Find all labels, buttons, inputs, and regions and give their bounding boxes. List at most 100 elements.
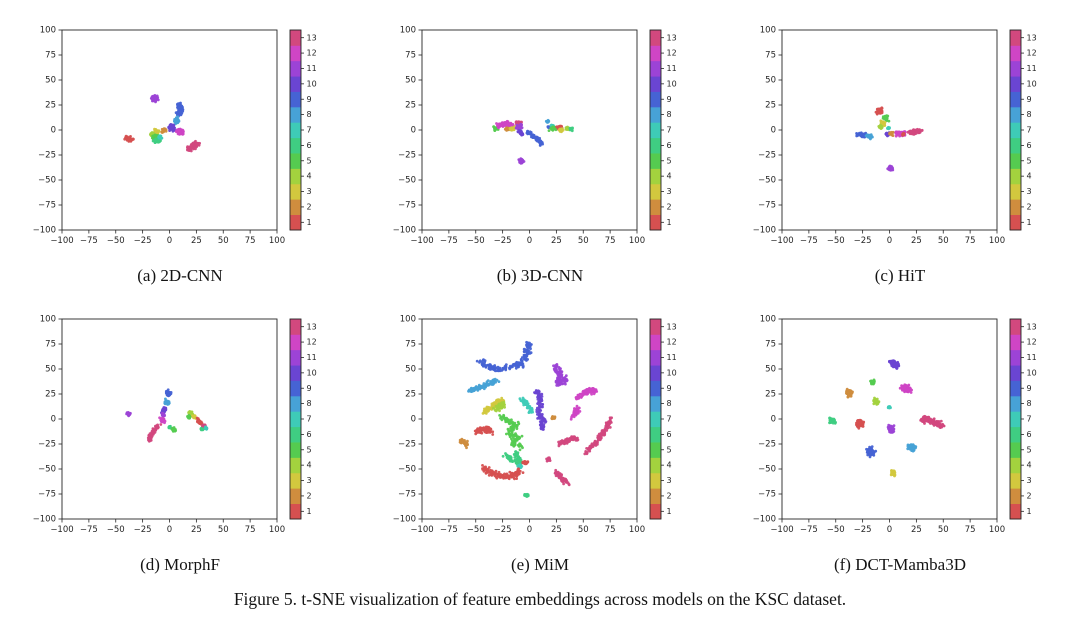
colorbar-tick-label: 1 — [1027, 507, 1032, 516]
colorbar-tick-label: 8 — [1027, 399, 1032, 408]
y-tick-label: 0 — [411, 415, 416, 425]
colorbar-tick-label: 5 — [667, 445, 672, 454]
y-tick-label: −50 — [758, 465, 776, 475]
colorbar-tick-label: 7 — [307, 415, 312, 424]
y-tick-label: −75 — [758, 490, 776, 500]
colorbar-tick-label: 9 — [1027, 384, 1032, 393]
subplot-mim: −100 −75 −50 −25 0 25 50 75 100 −100 −75 −50 −25 0 25 5… — [360, 285, 720, 577]
scatter-points — [125, 388, 209, 443]
colorbar-tick-label: 4 — [1027, 461, 1032, 470]
y-tick-label: −50 — [398, 176, 416, 186]
colorbar-tick-label: 10 — [667, 368, 677, 377]
colorbar-tick-label: 9 — [307, 95, 312, 104]
x-tick-label: −100 — [770, 236, 793, 246]
axes-frame — [781, 318, 998, 520]
colorbar-tick-label: 2 — [307, 491, 312, 500]
y-tick-label: −100 — [753, 515, 776, 525]
x-tick-label: 25 — [551, 236, 562, 246]
colorbar-tick-label: 3 — [1027, 187, 1032, 196]
y-tick-label: 0 — [51, 126, 56, 136]
colorbar-tick-label: 4 — [1027, 172, 1032, 181]
tsne-plot-hit: −100 −75 −50 −25 0 25 50 75 100 −100 −75 −50 −25 0 25 5… — [720, 0, 1080, 265]
colorbar-tick-label: 3 — [667, 476, 672, 485]
y-tick-label: 75 — [45, 51, 56, 61]
y-tick-label: −75 — [758, 201, 776, 211]
colorbar-tick-label: 8 — [667, 399, 672, 408]
scatter-points — [123, 94, 202, 153]
tsne-plot-2d-cnn: −100 −75 −50 −25 0 25 50 75 100 −100 −75 −50 −25 0 25 5… — [0, 0, 360, 265]
colorbar-tick-label: 12 — [307, 338, 317, 347]
colorbar-tick-label: 12 — [307, 49, 317, 58]
colorbar-tick-label: 13 — [1027, 322, 1037, 331]
x-tick-label: 0 — [527, 236, 532, 246]
colorbar-tick-label: 8 — [667, 110, 672, 119]
colorbar-tick-label: 10 — [1027, 368, 1037, 377]
y-tick-label: −75 — [398, 490, 416, 500]
y-tick-label: −100 — [393, 226, 416, 236]
y-tick-label: −100 — [33, 226, 56, 236]
x-tick-label: 75 — [605, 236, 616, 246]
y-tick-label: −75 — [38, 201, 56, 211]
colorbar-tick-label: 9 — [667, 95, 672, 104]
colorbar-tick-label: 6 — [307, 141, 312, 150]
colorbar-tick-label: 3 — [307, 476, 312, 485]
colorbar-tick-label: 11 — [667, 64, 677, 73]
x-tick-label: 50 — [218, 525, 229, 535]
x-tick-label: −25 — [854, 525, 872, 535]
y-tick-label: −50 — [38, 465, 56, 475]
subplot-caption-b: (b) 3D-CNN — [496, 266, 584, 285]
colorbar-tick-label: 11 — [307, 353, 317, 362]
x-tick-label: −100 — [50, 525, 73, 535]
x-tick-label: 25 — [551, 525, 562, 535]
colorbar-tick-label: 12 — [667, 338, 677, 347]
x-tick-label: −25 — [134, 236, 152, 246]
x-tick-label: 50 — [938, 236, 949, 246]
y-tick-label: −75 — [38, 490, 56, 500]
colorbar-tick-label: 2 — [667, 491, 672, 500]
tsne-scatter-svg: −100 −75 −50 −25 0 25 50 75 100−100−75−50−250255… — [753, 26, 1037, 246]
y-tick-label: 75 — [765, 340, 776, 350]
tsne-plot-mim: −100 −75 −50 −25 0 25 50 75 100 −100 −75 −50 −25 0 25 5… — [360, 285, 720, 554]
subplot-3d-cnn: −100 −75 −50 −25 0 25 50 75 100 −100 −75 −50 −25 0 25 5… — [360, 0, 720, 285]
colorbar-tick-label: 1 — [307, 218, 312, 227]
subplot-caption-a: (a) 2D-CNN — [137, 266, 223, 285]
colorbar-tick-label: 2 — [667, 202, 672, 211]
y-tick-label: 0 — [51, 415, 56, 425]
x-tick-label: −100 — [410, 236, 433, 246]
y-tick-label: 100 — [40, 315, 56, 325]
y-tick-label: 75 — [405, 51, 416, 61]
y-tick-label: −50 — [38, 176, 56, 186]
x-tick-label: −75 — [440, 525, 458, 535]
colorbar-tick-label: 10 — [307, 368, 317, 377]
colorbar-tick-label: 8 — [1027, 110, 1032, 119]
x-tick-label: 50 — [578, 236, 589, 246]
y-tick-label: 0 — [771, 126, 776, 136]
y-tick-label: 50 — [765, 76, 776, 86]
x-tick-label: −50 — [827, 236, 845, 246]
colorbar-tick-label: 8 — [307, 110, 312, 119]
subplot-2d-cnn: −100 −75 −50 −25 0 25 50 75 100 −100 −75 −50 −25 0 25 5… — [0, 0, 360, 285]
tsne-plot-3d-cnn: −100 −75 −50 −25 0 25 50 75 100 −100 −75 −50 −25 0 25 5… — [360, 0, 720, 265]
y-tick-label: 100 — [400, 26, 416, 36]
colorbar-tick-label: 1 — [307, 507, 312, 516]
y-tick-label: 0 — [411, 126, 416, 136]
x-tick-label: −100 — [770, 525, 793, 535]
colorbar-tick-label: 1 — [667, 507, 672, 516]
x-tick-label: 0 — [167, 525, 172, 535]
y-tick-label: −25 — [398, 151, 416, 161]
y-tick-label: −100 — [33, 515, 56, 525]
colorbar-tick-label: 4 — [307, 461, 312, 470]
x-tick-label: −75 — [800, 236, 818, 246]
colorbar-tick-label: 12 — [1027, 338, 1037, 347]
colorbar-tick-label: 5 — [667, 156, 672, 165]
tsne-plot-dct-mamba3d: −100 −75 −50 −25 0 25 50 75 100 −100 −75 −50 −25 0 25 5… — [720, 285, 1080, 554]
x-tick-label: 25 — [191, 525, 202, 535]
y-tick-label: −50 — [758, 176, 776, 186]
colorbar-tick-label: 7 — [1027, 126, 1032, 135]
y-tick-label: 100 — [40, 26, 56, 36]
colorbar-tick-label: 7 — [1027, 415, 1032, 424]
axes-frame — [421, 29, 638, 231]
colorbar-tick-label: 4 — [667, 172, 672, 181]
x-tick-label: −50 — [467, 525, 485, 535]
